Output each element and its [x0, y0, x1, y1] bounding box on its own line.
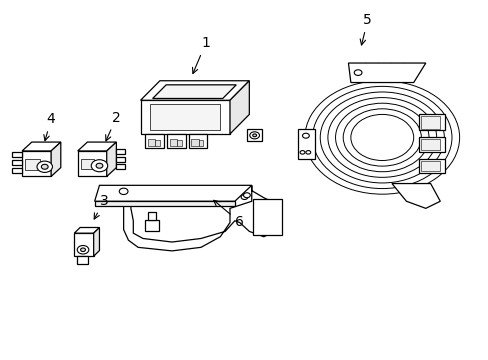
Polygon shape	[188, 134, 207, 148]
Polygon shape	[116, 165, 125, 169]
Circle shape	[252, 134, 256, 137]
Circle shape	[81, 248, 85, 252]
Text: 6: 6	[213, 200, 244, 229]
Polygon shape	[116, 149, 125, 154]
Bar	[150, 104, 220, 130]
Circle shape	[37, 161, 52, 172]
Polygon shape	[348, 63, 425, 82]
Polygon shape	[140, 81, 249, 100]
Polygon shape	[74, 233, 94, 256]
Text: 2: 2	[105, 111, 121, 141]
Bar	[148, 212, 155, 220]
Polygon shape	[94, 228, 99, 256]
Polygon shape	[167, 134, 185, 148]
Polygon shape	[116, 157, 125, 162]
Polygon shape	[145, 220, 159, 231]
Polygon shape	[140, 100, 229, 134]
Polygon shape	[12, 152, 22, 157]
Circle shape	[241, 194, 247, 199]
Circle shape	[41, 164, 48, 169]
Circle shape	[249, 132, 259, 139]
Polygon shape	[418, 159, 444, 173]
Polygon shape	[95, 185, 251, 201]
Circle shape	[96, 163, 102, 168]
Circle shape	[305, 150, 310, 154]
Bar	[420, 116, 439, 129]
Bar	[25, 159, 40, 170]
Circle shape	[77, 246, 89, 254]
Polygon shape	[246, 129, 262, 141]
Polygon shape	[253, 199, 282, 235]
Circle shape	[243, 193, 250, 198]
Polygon shape	[12, 160, 22, 165]
Text: 5: 5	[360, 13, 371, 45]
Bar	[420, 139, 439, 150]
Bar	[77, 256, 88, 264]
Polygon shape	[418, 138, 444, 152]
Text: 1: 1	[192, 36, 210, 73]
Polygon shape	[297, 129, 314, 159]
Polygon shape	[74, 228, 99, 233]
Bar	[147, 139, 155, 145]
Polygon shape	[12, 168, 22, 173]
Text: 3: 3	[94, 194, 108, 219]
Polygon shape	[391, 184, 439, 208]
Circle shape	[353, 70, 361, 76]
Text: 4: 4	[44, 112, 55, 141]
Polygon shape	[78, 151, 106, 176]
Polygon shape	[418, 114, 444, 130]
Circle shape	[119, 188, 128, 194]
Polygon shape	[78, 142, 116, 151]
Bar	[177, 140, 181, 145]
Bar	[81, 159, 94, 169]
Circle shape	[91, 160, 107, 172]
Polygon shape	[22, 142, 61, 151]
Polygon shape	[229, 81, 249, 134]
Bar	[198, 140, 203, 145]
Bar	[191, 139, 198, 145]
Bar	[420, 161, 439, 171]
Bar	[155, 140, 160, 145]
Circle shape	[300, 150, 305, 154]
Polygon shape	[51, 142, 61, 176]
Polygon shape	[145, 134, 163, 148]
Bar	[169, 139, 177, 145]
Polygon shape	[152, 85, 236, 99]
Polygon shape	[22, 151, 51, 176]
Polygon shape	[123, 185, 278, 251]
Circle shape	[302, 133, 308, 138]
Polygon shape	[95, 201, 234, 206]
Polygon shape	[106, 142, 116, 176]
